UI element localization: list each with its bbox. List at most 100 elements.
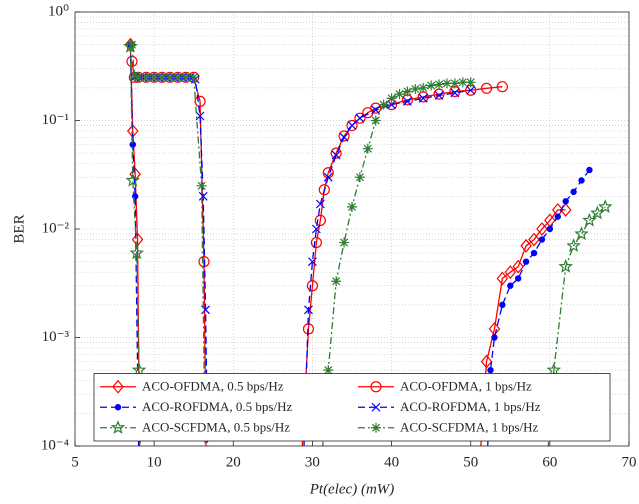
marker bbox=[528, 232, 540, 247]
marker bbox=[504, 265, 517, 280]
y-tick-label: 10⁻² bbox=[42, 220, 70, 236]
series-line bbox=[129, 46, 606, 446]
marker bbox=[496, 81, 508, 93]
marker bbox=[331, 276, 342, 287]
marker bbox=[597, 199, 613, 214]
marker bbox=[387, 100, 396, 110]
marker bbox=[578, 177, 585, 184]
marker bbox=[487, 366, 494, 374]
marker bbox=[354, 112, 366, 124]
marker bbox=[371, 402, 381, 412]
x-tick-label: 40 bbox=[384, 454, 399, 470]
marker bbox=[354, 172, 365, 183]
marker bbox=[310, 236, 322, 249]
x-tick-label: 70 bbox=[622, 454, 637, 470]
x-tick-label: 50 bbox=[463, 454, 478, 470]
legend-box bbox=[93, 373, 611, 442]
marker bbox=[562, 198, 569, 205]
legend: ACO-OFDMA, 0.5 bps/Hz ACO-OFDMA, 1 bps/Hz… bbox=[93, 373, 611, 442]
x-tick-label: 20 bbox=[226, 454, 241, 470]
marker bbox=[198, 256, 210, 268]
marker bbox=[491, 334, 498, 341]
marker bbox=[157, 72, 168, 83]
marker bbox=[201, 474, 211, 484]
marker bbox=[570, 188, 577, 196]
marker bbox=[520, 238, 532, 253]
marker bbox=[371, 105, 381, 115]
y-tick-label: 10⁰ bbox=[48, 3, 69, 19]
marker bbox=[386, 93, 397, 104]
marker bbox=[330, 147, 342, 159]
marker bbox=[323, 172, 333, 182]
marker bbox=[515, 275, 522, 282]
marker bbox=[347, 121, 357, 130]
marker bbox=[496, 271, 509, 286]
marker bbox=[129, 70, 140, 81]
marker bbox=[110, 420, 126, 434]
marker bbox=[308, 257, 317, 267]
marker bbox=[418, 93, 428, 103]
marker bbox=[338, 130, 350, 142]
marker bbox=[331, 150, 341, 160]
marker bbox=[164, 72, 175, 83]
marker bbox=[311, 224, 321, 234]
marker bbox=[172, 72, 183, 83]
ticks: 5 10 20 30 40 50 60 70 10⁻⁴ 10⁻³ 10⁻² 10⁻¹ 10⁰ bbox=[41, 3, 637, 470]
marker bbox=[418, 82, 429, 93]
marker bbox=[480, 82, 493, 94]
marker bbox=[450, 88, 460, 98]
marker bbox=[402, 96, 412, 106]
marker bbox=[141, 72, 152, 83]
marker bbox=[370, 115, 381, 126]
marker bbox=[137, 476, 142, 481]
legend-label: ACO-SCFDMA, 0.5 bps/Hz bbox=[142, 420, 290, 435]
marker bbox=[131, 232, 144, 247]
marker bbox=[188, 72, 199, 83]
plot bbox=[123, 37, 613, 485]
marker bbox=[434, 91, 444, 100]
legend-label: ACO-SCFDMA, 1 bps/Hz bbox=[400, 420, 539, 435]
marker bbox=[135, 473, 145, 485]
marker bbox=[538, 236, 546, 243]
marker bbox=[131, 362, 147, 377]
marker bbox=[434, 79, 445, 90]
marker bbox=[540, 473, 551, 484]
marker bbox=[204, 475, 212, 483]
marker bbox=[484, 476, 489, 481]
legend-label: ACO-ROFDMA, 0.5 bps/Hz bbox=[142, 399, 292, 414]
legend-label: ACO-ROFDMA, 1 bps/Hz bbox=[400, 399, 541, 414]
marker bbox=[198, 191, 208, 201]
marker bbox=[355, 113, 365, 123]
marker bbox=[394, 89, 405, 100]
legend-label: ACO-OFDMA, 1 bps/Hz bbox=[400, 379, 532, 394]
marker bbox=[441, 78, 452, 89]
marker bbox=[133, 72, 144, 83]
marker bbox=[323, 365, 334, 376]
x-tick-label: 30 bbox=[305, 454, 320, 470]
marker bbox=[306, 280, 319, 292]
marker bbox=[371, 422, 381, 433]
marker bbox=[126, 55, 138, 68]
marker bbox=[129, 245, 145, 260]
marker bbox=[304, 305, 313, 315]
marker bbox=[180, 72, 191, 83]
marker bbox=[536, 222, 548, 236]
x-tick-label: 5 bbox=[71, 454, 79, 470]
x-axis-label: Pt(elec) (mW) bbox=[309, 481, 395, 497]
marker bbox=[586, 166, 593, 174]
marker bbox=[195, 111, 205, 121]
y-tick-label: 10⁻⁴ bbox=[41, 437, 69, 453]
marker bbox=[554, 213, 561, 220]
marker bbox=[318, 184, 330, 196]
marker bbox=[296, 474, 306, 484]
marker bbox=[362, 143, 373, 154]
marker bbox=[530, 249, 538, 257]
marker bbox=[410, 84, 421, 95]
marker bbox=[114, 404, 122, 411]
legend-label: ACO-OFDMA, 0.5 bps/Hz bbox=[142, 379, 284, 394]
marker bbox=[339, 132, 349, 142]
marker bbox=[566, 238, 581, 252]
marker bbox=[474, 473, 484, 485]
marker bbox=[558, 258, 573, 273]
